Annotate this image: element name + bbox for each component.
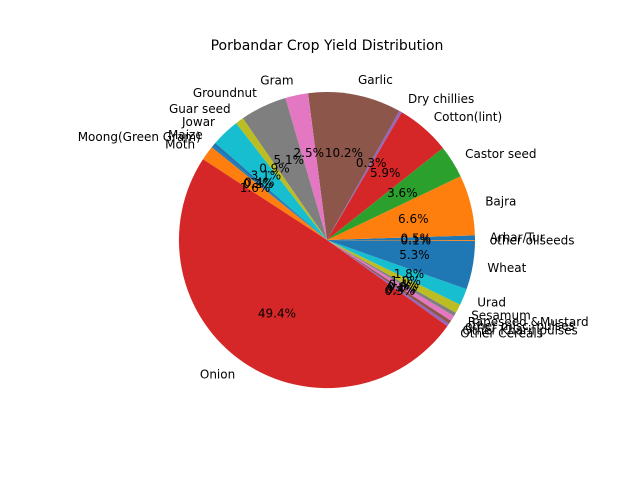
slice-label-dry-chillies: Dry chillies	[408, 92, 474, 106]
slice-label-guar-seed: Guar seed	[169, 102, 231, 116]
slice-percent-other-misc-pulses: 0.6%	[387, 280, 418, 294]
slice-percent-other-oilseeds: 0.1%	[401, 233, 432, 247]
pie-slice-gram	[285, 93, 327, 240]
pie-slice-groundnut	[242, 97, 327, 240]
slice-label-cotton-lint: Cotton(lint)	[434, 110, 502, 124]
slice-percent-castor-seed: 3.6%	[387, 186, 418, 200]
pie-slice-rapeseed-mustard	[327, 240, 456, 316]
slice-label-sesamum: Sesamum	[471, 309, 531, 323]
slice-percent-groundnut: 5.1%	[274, 153, 305, 167]
pie-slice-sesamum	[327, 240, 461, 313]
pie-slice-other-oilseeds	[327, 240, 476, 241]
pie-slice-arhar-tur	[327, 235, 476, 240]
pie-slice-jowar	[215, 123, 327, 240]
slice-label-other-cereals: Other Cereals	[460, 326, 543, 340]
pie-slice-moth	[202, 147, 327, 240]
pie-wedges	[178, 91, 476, 389]
slice-percent-garlic: 10.2%	[325, 146, 363, 160]
slice-percent-maize: 0.4%	[244, 176, 275, 190]
pie-slice-other-misc-pulses	[327, 240, 454, 321]
slice-percent-wheat: 5.3%	[399, 248, 430, 262]
slice-label-other-kharif-pulses: Other Kharif pulses	[462, 324, 577, 338]
slice-label-moong-green-gram: Moong(Green Gram)	[78, 130, 201, 144]
slice-label-maize: Maize	[168, 128, 203, 142]
slice-percent-gram: 2.5%	[294, 146, 325, 160]
pie-slice-moong-green-gram	[211, 145, 327, 240]
slice-label-urad: Urad	[477, 296, 506, 310]
slice-percent-urad: 1.8%	[394, 267, 425, 281]
pie-slice-urad	[327, 240, 467, 305]
slice-label-gram: Gram	[260, 74, 293, 88]
pie-slice-other-kharif-pulses	[327, 240, 452, 324]
pie-slice-guar-seed	[236, 118, 327, 240]
slice-percent-sesamum: 1.0%	[390, 274, 421, 288]
slice-label-garlic: Garlic	[358, 73, 393, 87]
slice-label-rapeseed-mustard: Rapeseed &Mustard	[468, 315, 589, 329]
pie-slice-wheat	[327, 240, 475, 290]
slice-percent-dry-chillies: 0.3%	[356, 156, 387, 170]
percent-labels: 0.5%6.6%3.6%5.9%0.3%10.2%2.5%5.1%0.9%3.1…	[240, 146, 431, 321]
slice-percent-bajra: 6.6%	[398, 212, 429, 226]
pie-slice-dry-chillies	[327, 110, 402, 240]
pie-slice-castor-seed	[327, 147, 461, 240]
slice-percent-moth: 1.6%	[240, 181, 271, 195]
slice-label-arhar-tur: Arhar/Tur	[490, 230, 545, 244]
pie-slice-onion	[178, 159, 448, 389]
pie-slice-maize	[212, 142, 327, 240]
pie-slice-cotton-lint	[327, 112, 443, 240]
pie-slice-garlic	[308, 91, 400, 240]
slice-percent-other-kharif-pulses: 0.4%	[386, 282, 417, 296]
pie-slice-other-cereals	[327, 240, 449, 327]
slice-percent-rapeseed-mustard: 0.4%	[389, 278, 420, 292]
slice-label-other-oilseeds: other oilseeds	[490, 234, 575, 248]
chart-title: Porbandar Crop Yield Distribution	[211, 38, 444, 54]
slice-label-other-misc-pulses: other misc. pulses	[465, 319, 575, 333]
slice-percent-cotton-lint: 5.9%	[370, 166, 401, 180]
slice-percent-other-cereals: 0.3%	[384, 284, 415, 298]
slice-label-castor-seed: Castor seed	[465, 147, 536, 161]
slice-label-wheat: Wheat	[487, 261, 526, 275]
slice-percent-jowar: 3.1%	[251, 169, 282, 183]
slice-label-onion: Onion	[200, 367, 235, 381]
slice-label-jowar: Jowar	[181, 115, 215, 129]
slice-percent-arhar-tur: 0.5%	[401, 232, 432, 246]
slice-percent-moong-green-gram: 0.2%	[243, 177, 274, 191]
slice-label-bajra: Bajra	[485, 195, 516, 209]
slice-labels: Arhar/Tur Bajra Castor seed Cotton(lint) Dry…	[78, 73, 589, 381]
pie-slice-bajra	[327, 176, 475, 240]
slice-label-groundnut: Groundnut	[193, 86, 257, 100]
slice-label-moth: Moth	[165, 137, 195, 151]
slice-percent-guar-seed: 0.9%	[259, 161, 290, 175]
slice-percent-onion: 49.4%	[258, 306, 296, 320]
